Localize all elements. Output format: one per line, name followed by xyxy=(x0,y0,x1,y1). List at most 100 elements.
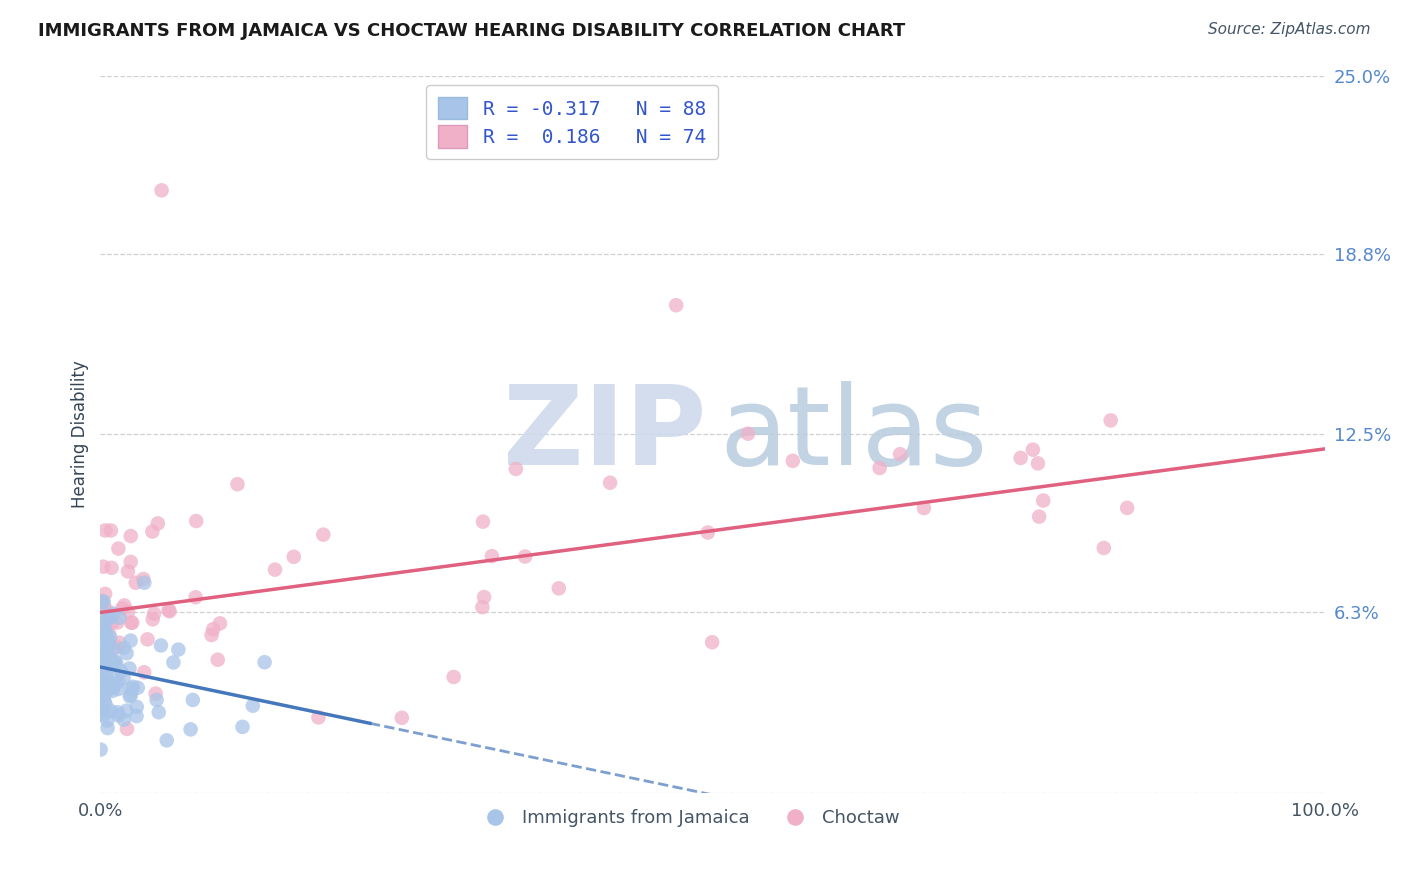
Point xyxy=(1099,413,1122,427)
Point xyxy=(122,680,145,694)
Point xyxy=(96,646,118,660)
Point xyxy=(107,706,129,720)
Point xyxy=(100,561,122,575)
Point xyxy=(90,701,112,715)
Point xyxy=(101,641,124,656)
Point xyxy=(134,665,156,680)
Point xyxy=(869,461,891,475)
Point xyxy=(90,742,112,756)
Point xyxy=(471,600,494,615)
Point xyxy=(120,555,142,569)
Point xyxy=(93,695,115,709)
Point xyxy=(167,642,190,657)
Point xyxy=(94,698,117,712)
Point xyxy=(599,475,621,490)
Point xyxy=(94,668,117,682)
Point xyxy=(90,650,112,665)
Point xyxy=(112,671,135,685)
Point xyxy=(112,713,135,727)
Point xyxy=(96,679,118,693)
Point xyxy=(702,635,724,649)
Point xyxy=(132,572,155,586)
Point xyxy=(264,563,287,577)
Point xyxy=(312,527,335,541)
Point xyxy=(115,646,138,660)
Point xyxy=(93,595,115,609)
Point xyxy=(96,648,118,663)
Point xyxy=(242,698,264,713)
Point xyxy=(1022,442,1045,457)
Point xyxy=(107,708,129,723)
Point xyxy=(1092,541,1115,555)
Point xyxy=(443,670,465,684)
Point xyxy=(513,549,536,564)
Point xyxy=(94,625,117,640)
Point xyxy=(91,644,114,658)
Point xyxy=(96,714,118,728)
Text: ZIP: ZIP xyxy=(503,381,707,488)
Point xyxy=(186,514,208,528)
Point xyxy=(105,640,128,655)
Point xyxy=(112,599,135,613)
Point xyxy=(94,524,117,538)
Point xyxy=(96,612,118,626)
Point xyxy=(202,622,225,636)
Point xyxy=(100,681,122,696)
Point xyxy=(283,549,305,564)
Point xyxy=(142,612,165,626)
Point xyxy=(98,611,121,625)
Point xyxy=(91,559,114,574)
Text: atlas: atlas xyxy=(718,381,987,488)
Point xyxy=(547,582,569,596)
Point xyxy=(94,659,117,673)
Point xyxy=(105,615,128,630)
Point xyxy=(97,648,120,663)
Point xyxy=(136,632,159,647)
Point xyxy=(148,706,170,720)
Point xyxy=(100,655,122,669)
Point xyxy=(231,720,253,734)
Point xyxy=(472,590,495,604)
Text: IMMIGRANTS FROM JAMAICA VS CHOCTAW HEARING DISABILITY CORRELATION CHART: IMMIGRANTS FROM JAMAICA VS CHOCTAW HEARI… xyxy=(38,22,905,40)
Point xyxy=(111,601,134,615)
Point xyxy=(1028,509,1050,524)
Point xyxy=(97,640,120,654)
Point xyxy=(97,635,120,649)
Point xyxy=(93,644,115,658)
Point xyxy=(108,611,131,625)
Point xyxy=(93,615,115,630)
Point xyxy=(115,704,138,718)
Point xyxy=(208,616,231,631)
Point xyxy=(94,587,117,601)
Point xyxy=(96,641,118,656)
Point xyxy=(121,615,143,630)
Legend: Immigrants from Jamaica, Choctaw: Immigrants from Jamaica, Choctaw xyxy=(470,802,907,835)
Point xyxy=(782,454,804,468)
Point xyxy=(97,673,120,688)
Point xyxy=(253,655,276,669)
Point xyxy=(90,594,112,608)
Point xyxy=(125,699,148,714)
Point xyxy=(104,654,127,668)
Point xyxy=(105,657,128,671)
Point xyxy=(94,623,117,637)
Point xyxy=(96,632,118,646)
Point xyxy=(97,626,120,640)
Point xyxy=(91,633,114,648)
Point xyxy=(93,599,115,613)
Point xyxy=(1010,450,1032,465)
Point xyxy=(97,633,120,648)
Point xyxy=(141,524,163,539)
Point xyxy=(90,664,112,678)
Point xyxy=(134,575,156,590)
Point xyxy=(472,515,495,529)
Point xyxy=(226,477,249,491)
Y-axis label: Hearing Disability: Hearing Disability xyxy=(72,360,89,508)
Point xyxy=(181,693,204,707)
Point xyxy=(1026,456,1049,470)
Point xyxy=(120,529,142,543)
Point xyxy=(150,183,173,197)
Point xyxy=(89,668,111,682)
Point xyxy=(180,723,202,737)
Point xyxy=(90,678,112,692)
